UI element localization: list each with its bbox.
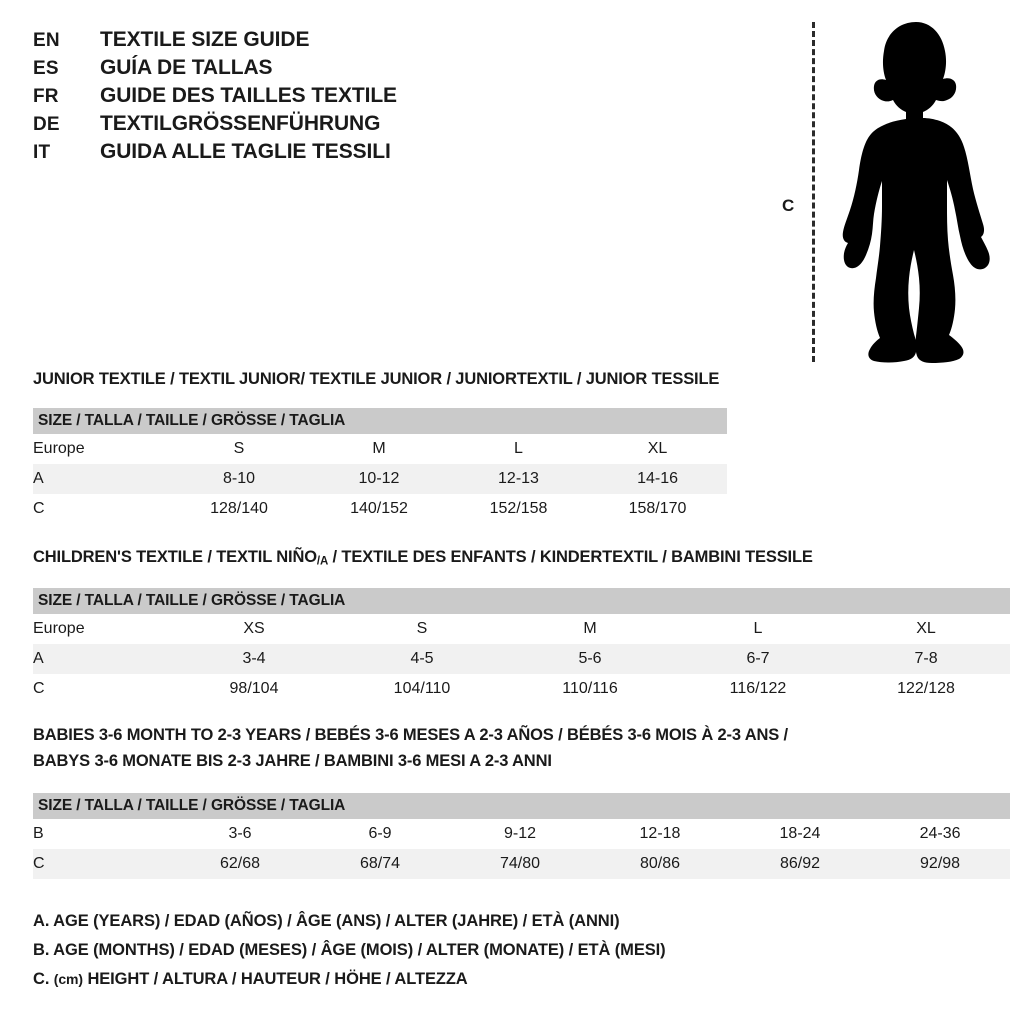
table-bar-row: SIZE / TALLA / TAILLE / GRÖSSE / TAGLIA bbox=[33, 588, 1011, 614]
row-key: A bbox=[33, 644, 170, 674]
height-label-c: C bbox=[782, 196, 795, 215]
table-cell: 6-9 bbox=[368, 825, 392, 842]
table-cell: 110/116 bbox=[562, 680, 618, 697]
table-cell: XL bbox=[916, 620, 936, 637]
table-cell: 92/98 bbox=[870, 849, 1011, 879]
size-bar-label: SIZE / TALLA / TAILLE / GRÖSSE / TAGLIA bbox=[33, 588, 1011, 614]
table-cell: XL bbox=[647, 440, 668, 457]
table-bar-row: SIZE / TALLA / TAILLE / GRÖSSE / TAGLIA bbox=[33, 793, 1011, 819]
header-row: EN TEXTILE SIZE GUIDE bbox=[33, 28, 733, 56]
table-cell: 104/110 bbox=[393, 680, 451, 697]
header-row: ES GUÍA DE TALLAS bbox=[33, 56, 733, 84]
section-heading-babies-line1: BABIES 3-6 MONTH TO 2-3 YEARS / BEBÉS 3-… bbox=[33, 726, 788, 744]
table-cell: 10-12 bbox=[309, 464, 449, 494]
legend-line-a: A. AGE (YEARS) / EDAD (AÑOS) / ÂGE (ANS)… bbox=[33, 912, 620, 930]
row-key: C bbox=[33, 680, 45, 697]
table-cell: 86/92 bbox=[730, 849, 870, 879]
table-cell: 9-12 bbox=[503, 825, 537, 842]
section-heading-children-prefix: CHILDREN'S TEXTILE / TEXTIL NIÑO bbox=[33, 548, 317, 566]
table-cell: 12-18 bbox=[639, 825, 681, 842]
language-code-it: IT bbox=[33, 142, 51, 163]
junior-size-table: SIZE / TALLA / TAILLE / GRÖSSE / TAGLIA … bbox=[33, 408, 728, 524]
row-key: C bbox=[33, 849, 170, 879]
table-cell: 128/140 bbox=[210, 500, 268, 517]
table-cell: S bbox=[416, 620, 428, 637]
table-cell: 3-6 bbox=[228, 825, 252, 842]
size-bar-label: SIZE / TALLA / TAILLE / GRÖSSE / TAGLIA bbox=[33, 408, 728, 434]
table-cell: 140/152 bbox=[350, 500, 408, 517]
table-row: Europe S M L XL bbox=[33, 434, 727, 464]
row-key: Europe bbox=[33, 440, 85, 457]
guide-title-it: GUIDA ALLE TAGLIE TESSILI bbox=[100, 140, 391, 163]
table-cell: 5-6 bbox=[506, 644, 674, 674]
table-row: C 62/68 68/74 74/80 80/86 86/92 92/98 bbox=[33, 849, 1011, 879]
table-cell: 74/80 bbox=[450, 849, 590, 879]
table-cell: 122/128 bbox=[897, 680, 955, 697]
table-row: C 128/140 140/152 152/158 158/170 bbox=[33, 494, 727, 524]
legend-line-c: C. (cm) HEIGHT / ALTURA / HAUTEUR / HÖHE… bbox=[33, 970, 666, 989]
height-dashed-line bbox=[812, 22, 815, 362]
guide-title-fr: GUIDE DES TAILLES TEXTILE bbox=[100, 84, 397, 107]
babies-size-table: SIZE / TALLA / TAILLE / GRÖSSE / TAGLIA … bbox=[33, 793, 1011, 879]
table-bar-row: SIZE / TALLA / TAILLE / GRÖSSE / TAGLIA bbox=[33, 408, 728, 434]
language-code-de: DE bbox=[33, 114, 60, 135]
table-cell: 80/86 bbox=[590, 849, 730, 879]
language-code-fr: FR bbox=[33, 86, 59, 107]
guide-title-es: GUÍA DE TALLAS bbox=[100, 56, 273, 79]
section-heading-junior: JUNIOR TEXTILE / TEXTIL JUNIOR/ TEXTILE … bbox=[33, 370, 720, 388]
table-cell: 68/74 bbox=[310, 849, 450, 879]
table-cell: 98/104 bbox=[229, 680, 279, 697]
height-measurement-figure: C bbox=[760, 10, 1010, 370]
row-key: C bbox=[33, 500, 45, 517]
legend-block: A. AGE (YEARS) / EDAD (AÑOS) / ÂGE (ANS)… bbox=[33, 912, 666, 999]
section-heading-babies-line2: BABYS 3-6 MONATE BIS 2-3 JAHRE / BAMBINI… bbox=[33, 752, 552, 770]
section-heading-babies: BABIES 3-6 MONTH TO 2-3 YEARS / BEBÉS 3-… bbox=[33, 726, 788, 771]
table-cell: 4-5 bbox=[338, 644, 506, 674]
table-row: B 3-6 6-9 9-12 12-18 18-24 24-36 bbox=[33, 819, 1010, 849]
toddler-silhouette-icon bbox=[842, 22, 990, 363]
table-row: A 8-10 10-12 12-13 14-16 bbox=[33, 464, 728, 494]
table-cell: L bbox=[753, 620, 763, 637]
legend-line-b: B. AGE (MONTHS) / EDAD (MESES) / ÂGE (MO… bbox=[33, 941, 666, 959]
table-cell: 12-13 bbox=[449, 464, 588, 494]
header-row: IT GUIDA ALLE TAGLIE TESSILI bbox=[33, 140, 733, 168]
table-cell: 24-36 bbox=[919, 825, 961, 842]
language-header-block: EN TEXTILE SIZE GUIDE ES GUÍA DE TALLAS … bbox=[33, 28, 733, 168]
table-row: Europe XS S M L XL bbox=[33, 614, 1010, 644]
header-row: DE TEXTILGRÖSSENFÜHRUNG bbox=[33, 112, 733, 140]
legend-line-c-prefix: C. bbox=[33, 970, 54, 988]
section-heading-children-sub: /A bbox=[316, 555, 329, 568]
section-heading-children-suffix: / TEXTILE DES ENFANTS / KINDERTEXTIL / B… bbox=[328, 548, 813, 566]
table-row: C 98/104 104/110 110/116 116/122 122/128 bbox=[33, 674, 1010, 704]
table-cell: M bbox=[372, 440, 386, 457]
size-bar-label: SIZE / TALLA / TAILLE / GRÖSSE / TAGLIA bbox=[33, 793, 1011, 819]
row-key: B bbox=[33, 825, 44, 842]
table-cell: 18-24 bbox=[779, 825, 821, 842]
legend-line-c-unit: (cm) bbox=[53, 971, 83, 987]
table-cell: 152/158 bbox=[489, 500, 548, 517]
legend-line-c-suffix: HEIGHT / ALTURA / HAUTEUR / HÖHE / ALTEZ… bbox=[82, 970, 468, 988]
table-cell: L bbox=[514, 440, 523, 457]
children-size-table: SIZE / TALLA / TAILLE / GRÖSSE / TAGLIA … bbox=[33, 588, 1011, 704]
table-cell: 8-10 bbox=[169, 464, 309, 494]
table-cell: 116/122 bbox=[729, 680, 787, 697]
table-cell: M bbox=[583, 620, 597, 637]
section-heading-children: CHILDREN'S TEXTILE / TEXTIL NIÑO/A / TEX… bbox=[33, 548, 813, 568]
table-cell: 14-16 bbox=[588, 464, 728, 494]
table-row: A 3-4 4-5 5-6 6-7 7-8 bbox=[33, 644, 1011, 674]
table-cell: 6-7 bbox=[674, 644, 842, 674]
table-cell: 158/170 bbox=[628, 500, 687, 517]
guide-title-de: TEXTILGRÖSSENFÜHRUNG bbox=[100, 112, 381, 135]
header-row: FR GUIDE DES TAILLES TEXTILE bbox=[33, 84, 733, 112]
guide-title-en: TEXTILE SIZE GUIDE bbox=[100, 28, 310, 51]
row-key: Europe bbox=[33, 620, 85, 637]
table-cell: XS bbox=[243, 620, 265, 637]
language-code-en: EN bbox=[33, 30, 60, 51]
language-code-es: ES bbox=[33, 58, 59, 79]
table-cell: 62/68 bbox=[170, 849, 310, 879]
table-cell: 3-4 bbox=[170, 644, 338, 674]
table-cell: 7-8 bbox=[842, 644, 1011, 674]
table-cell: S bbox=[233, 440, 245, 457]
row-key: A bbox=[33, 464, 169, 494]
